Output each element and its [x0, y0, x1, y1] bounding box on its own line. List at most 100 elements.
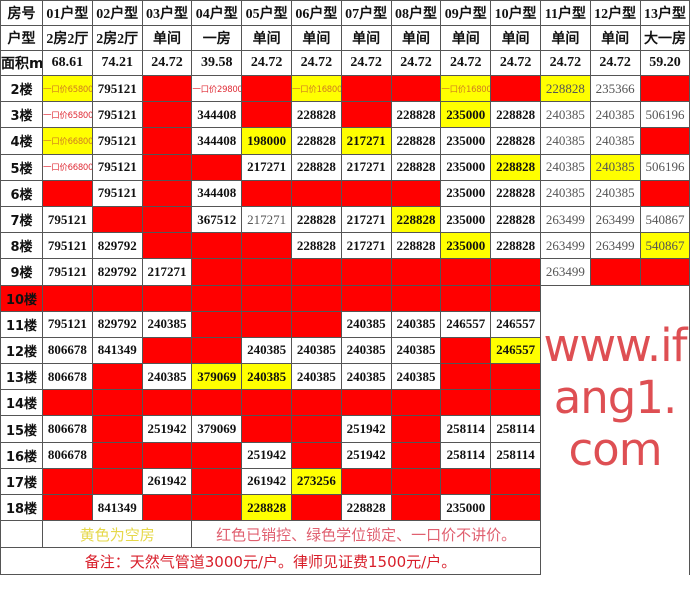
unit-cell-sold[interactable] [340, 74, 392, 103]
unit-cell-available[interactable]: 一口价298000 [191, 74, 243, 103]
unit-cell-sold[interactable] [290, 493, 342, 522]
unit-cell-vacant[interactable]: 228828 [490, 153, 541, 181]
unit-cell-vacant[interactable]: 273256 [290, 467, 342, 496]
unit-cell-vacant[interactable]: 一口价658000 [42, 74, 93, 103]
unit-cell-sold[interactable] [340, 101, 392, 129]
unit-cell-sold[interactable] [490, 284, 541, 312]
unit-cell-available[interactable]: 251942 [141, 415, 193, 443]
unit-cell-sold[interactable] [490, 363, 541, 391]
unit-cell-vacant[interactable]: 240385 [589, 153, 641, 181]
unit-cell-available[interactable]: 795121 [91, 101, 143, 129]
unit-cell-available[interactable]: 251942 [340, 415, 392, 443]
unit-cell-vacant[interactable]: 一口价168000 [290, 74, 342, 103]
unit-cell-sold[interactable] [589, 258, 641, 286]
unit-cell-available[interactable]: 235000 [440, 493, 492, 522]
unit-cell-available[interactable]: 235000 [440, 127, 492, 155]
unit-cell-available[interactable]: 251942 [241, 441, 292, 469]
unit-cell-available[interactable]: 806678 [42, 441, 93, 469]
unit-cell-sold[interactable] [191, 336, 243, 365]
unit-cell-available[interactable]: 344408 [191, 179, 243, 207]
unit-cell-sold[interactable] [141, 441, 193, 469]
unit-cell-vacant[interactable]: 228828 [390, 205, 442, 234]
unit-cell-available[interactable]: 228828 [390, 153, 442, 181]
unit-cell-available[interactable]: 217271 [340, 153, 392, 181]
unit-cell-sold[interactable] [141, 74, 193, 103]
unit-cell-available[interactable]: 251942 [340, 441, 392, 469]
unit-cell-sold[interactable] [390, 415, 442, 443]
unit-cell-sold[interactable] [440, 284, 492, 312]
unit-cell-available[interactable]: 263499 [539, 232, 591, 260]
unit-cell-available[interactable]: 829792 [91, 310, 143, 338]
unit-cell-available[interactable]: 240385 [539, 153, 591, 181]
unit-cell-available[interactable]: 235000 [440, 205, 492, 234]
unit-cell-available[interactable]: 228828 [340, 493, 392, 522]
unit-cell-available[interactable]: 795121 [91, 153, 143, 181]
unit-cell-available[interactable]: 228828 [490, 179, 541, 207]
unit-cell-sold[interactable] [340, 179, 392, 207]
unit-cell-available[interactable]: 795121 [42, 205, 93, 234]
unit-cell-sold[interactable] [241, 179, 292, 207]
unit-cell-sold[interactable] [340, 389, 392, 417]
unit-cell-available[interactable]: 240385 [340, 310, 392, 338]
unit-cell-sold[interactable] [91, 389, 143, 417]
unit-cell-sold[interactable] [440, 363, 492, 391]
unit-cell-available[interactable]: 258114 [490, 441, 541, 469]
unit-cell-sold[interactable] [141, 232, 193, 260]
unit-cell-sold[interactable] [290, 284, 342, 312]
unit-cell-available[interactable]: 806678 [42, 415, 93, 443]
unit-cell-sold[interactable] [290, 441, 342, 469]
unit-cell-available[interactable]: 261942 [141, 467, 193, 496]
unit-cell-sold[interactable] [42, 493, 93, 522]
unit-cell-sold[interactable] [91, 441, 143, 469]
unit-cell-available[interactable]: 240385 [340, 336, 392, 365]
unit-cell-available[interactable]: 228828 [490, 127, 541, 155]
unit-cell-available[interactable]: 379069 [191, 415, 243, 443]
unit-cell-sold[interactable] [490, 258, 541, 286]
unit-cell-sold[interactable] [42, 284, 93, 312]
unit-cell-sold[interactable] [241, 389, 292, 417]
unit-cell-vacant[interactable]: 235000 [440, 101, 492, 129]
unit-cell-available[interactable]: 228828 [290, 101, 342, 129]
unit-cell-sold[interactable] [91, 205, 143, 234]
unit-cell-vacant[interactable]: 228828 [241, 493, 292, 522]
unit-cell-available[interactable]: 841349 [91, 336, 143, 365]
unit-cell-sold[interactable] [290, 389, 342, 417]
unit-cell-sold[interactable] [390, 284, 442, 312]
unit-cell-available[interactable]: 795121 [91, 74, 143, 103]
unit-cell-sold[interactable] [141, 205, 193, 234]
unit-cell-sold[interactable] [241, 415, 292, 443]
unit-cell-sold[interactable] [191, 232, 243, 260]
unit-cell-available[interactable]: 228828 [390, 101, 442, 129]
unit-cell-available[interactable]: 795121 [42, 232, 93, 260]
unit-cell-available[interactable]: 240385 [340, 363, 392, 391]
unit-cell-available[interactable]: 258114 [490, 415, 541, 443]
unit-cell-sold[interactable] [390, 441, 442, 469]
unit-cell-vacant[interactable]: 一口价168000 [440, 74, 492, 103]
unit-cell-sold[interactable] [340, 258, 392, 286]
unit-cell-available[interactable]: 795121 [91, 127, 143, 155]
unit-cell-sold[interactable] [191, 493, 243, 522]
unit-cell-sold[interactable] [490, 389, 541, 417]
unit-cell-sold[interactable] [390, 179, 442, 207]
unit-cell-vacant[interactable]: 235000 [440, 232, 492, 260]
unit-cell-sold[interactable] [42, 389, 93, 417]
unit-cell-sold[interactable] [290, 179, 342, 207]
unit-cell-sold[interactable] [91, 284, 143, 312]
unit-cell-available[interactable]: 228828 [290, 205, 342, 234]
unit-cell-sold[interactable] [490, 493, 541, 522]
unit-cell-sold[interactable] [639, 179, 691, 207]
unit-cell-sold[interactable] [141, 284, 193, 312]
unit-cell-sold[interactable] [91, 363, 143, 391]
unit-cell-available[interactable]: 228828 [390, 127, 442, 155]
unit-cell-sold[interactable] [191, 310, 243, 338]
unit-cell-sold[interactable] [390, 493, 442, 522]
unit-cell-available[interactable]: 258114 [440, 441, 492, 469]
unit-cell-available[interactable]: 217271 [340, 205, 392, 234]
unit-cell-sold[interactable] [241, 258, 292, 286]
unit-cell-available[interactable]: 841349 [91, 493, 143, 522]
unit-cell-available[interactable]: 240385 [390, 363, 442, 391]
unit-cell-sold[interactable] [241, 101, 292, 129]
unit-cell-sold[interactable] [290, 415, 342, 443]
unit-cell-available[interactable]: 261942 [241, 467, 292, 496]
unit-cell-available[interactable]: 240385 [390, 336, 442, 365]
